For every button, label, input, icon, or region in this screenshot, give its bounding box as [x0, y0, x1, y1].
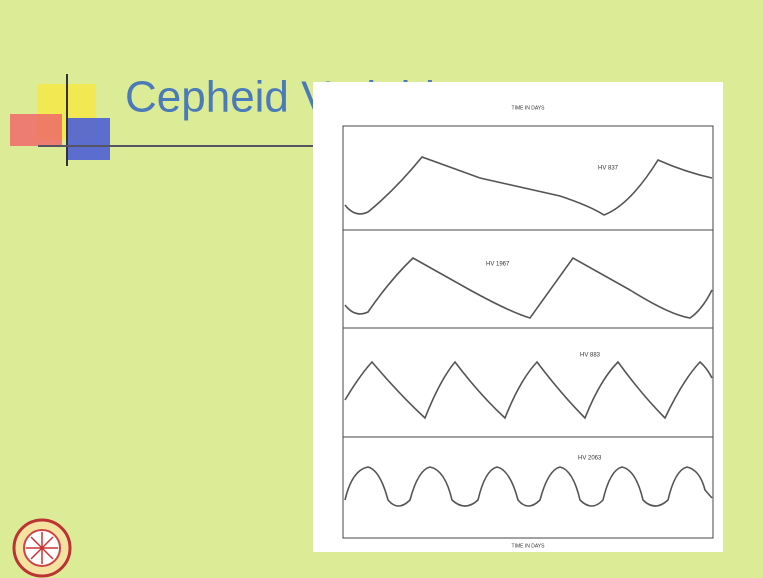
top-axis-label: TIME IN DAYS: [512, 105, 546, 111]
deco-blue: [68, 118, 110, 160]
light-curve: [344, 156, 713, 216]
logo: [12, 518, 72, 578]
light-curve: [344, 256, 713, 319]
bottom-axis-label: TIME IN DAYS: [512, 543, 546, 549]
figure-background: [313, 82, 723, 552]
light-curve: [344, 360, 713, 420]
panel-label: HV 1967: [486, 262, 510, 268]
light-curve: [344, 466, 713, 507]
panel-label: HV 883: [580, 353, 601, 359]
figure: TIME IN DAYS TIME IN DAYS HV 837 HV 1967…: [313, 82, 723, 552]
panel-label: HV 837: [598, 166, 619, 172]
panel-label: HV 2063: [578, 456, 602, 462]
deco-red: [10, 114, 62, 146]
plot-frame: [342, 125, 714, 539]
